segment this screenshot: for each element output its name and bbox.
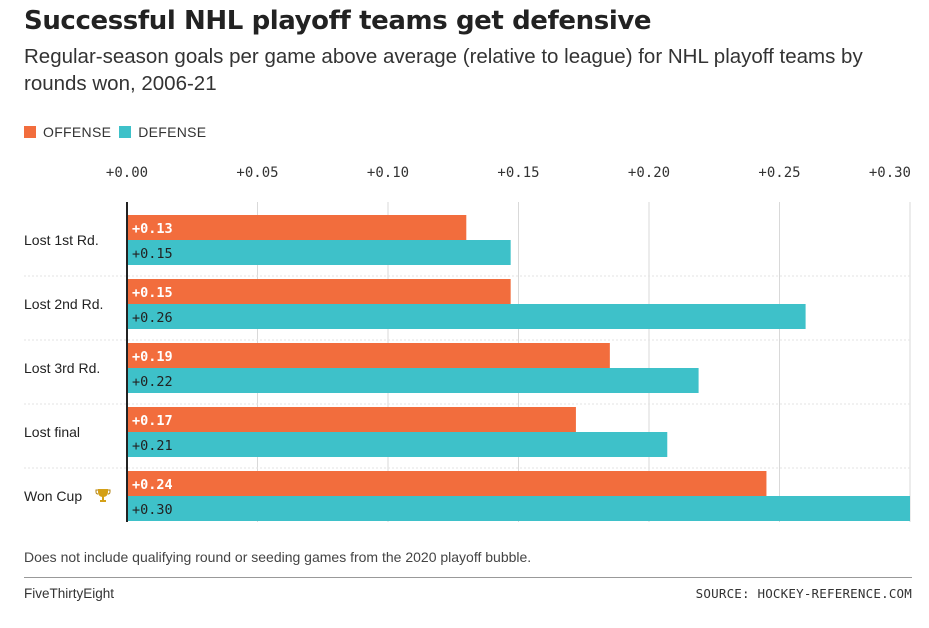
category-label: Won Cup [24,488,82,504]
category-label: Lost 3rd Rd. [24,360,100,376]
legend-label-defense: DEFENSE [138,124,207,140]
footnote: Does not include qualifying round or see… [24,549,532,565]
bar-chart: +0.00 +0.05 +0.10 +0.15 +0.20 +0.25 +0.30 Lost … [24,165,911,522]
bar-defense [127,304,806,329]
legend-item-defense: DEFENSE [119,124,206,140]
bar-value-label: +0.15 [132,285,173,301]
category-label: Lost final [24,424,80,440]
bar-value-label: +0.17 [132,413,173,429]
bar-value-label: +0.21 [132,438,173,454]
bar-value-label: +0.19 [132,349,173,365]
legend-item-offense: OFFENSE [24,124,111,140]
bar-defense [127,240,511,265]
bar-value-label: +0.24 [132,477,173,493]
x-tick-label: +0.00 [106,165,148,181]
trophy-icon [95,489,111,502]
bar-offense [127,215,467,240]
source-credit: SOURCE: HOCKEY-REFERENCE.COM [695,586,912,601]
bar-defense [127,368,699,393]
category-label: Lost 1st Rd. [24,232,99,248]
bar-value-label: +0.15 [132,246,173,262]
bar-defense [127,496,910,521]
bar-offense [127,279,511,304]
brand-credit: FiveThirtyEight [24,586,115,601]
legend-swatch-defense [119,126,132,138]
bar-defense [127,432,668,457]
x-tick-label: +0.15 [497,165,539,181]
x-tick-label: +0.10 [367,165,409,181]
legend-label-offense: OFFENSE [43,124,112,140]
bar-value-label: +0.30 [132,502,173,518]
category-label: Lost 2nd Rd. [24,296,103,312]
x-tick-label: +0.30 [869,165,911,181]
bar-value-label: +0.13 [132,221,173,237]
bar-value-label: +0.26 [132,310,173,326]
chart-subtitle: Regular-season goals per game above aver… [24,45,863,95]
bar-value-label: +0.22 [132,374,173,390]
chart-title: Successful NHL playoff teams get defensi… [24,6,652,36]
legend-swatch-offense [24,126,36,138]
footer-divider [24,577,912,578]
x-tick-label: +0.25 [758,165,800,181]
x-tick-label: +0.05 [236,165,278,181]
x-tick-label: +0.20 [628,165,670,181]
bar-offense [127,407,576,432]
bar-offense [127,471,767,496]
bar-offense [127,343,610,368]
legend: OFFENSE DEFENSE [24,124,214,140]
